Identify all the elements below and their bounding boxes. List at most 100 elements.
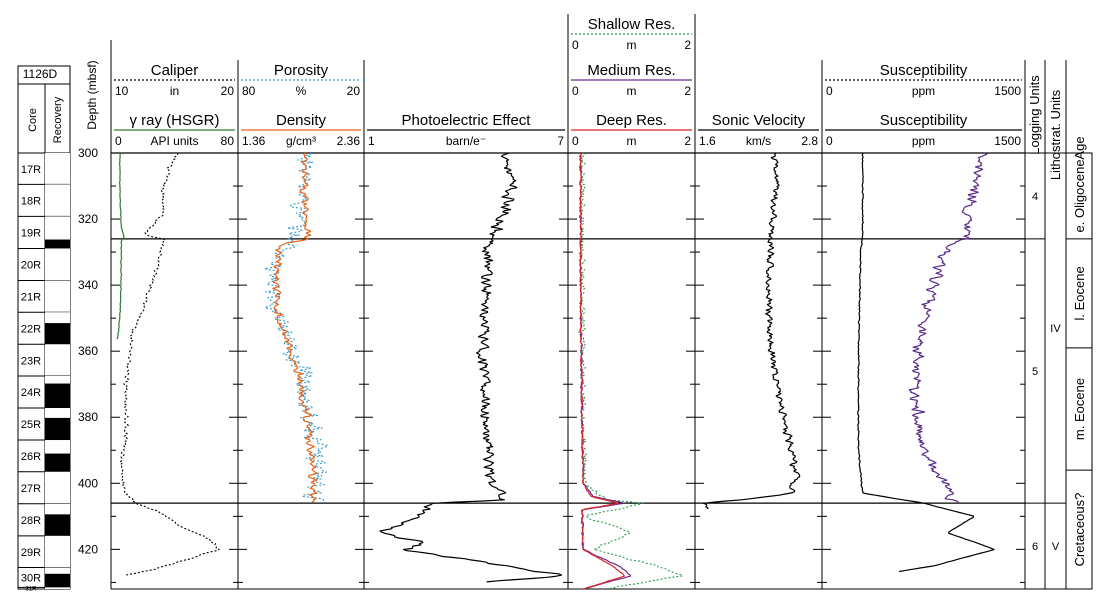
core-gap xyxy=(45,514,70,536)
core-label: 28R xyxy=(21,515,41,527)
curve-sus-9 xyxy=(857,152,995,573)
track-scale-max: 1500 xyxy=(994,134,1021,148)
depth-tick-label: 360 xyxy=(78,344,98,358)
track-header-name: Porosity xyxy=(274,62,329,79)
core-gap xyxy=(45,323,70,345)
age-name: Cretaceous? xyxy=(1072,493,1087,567)
track-header-name: Susceptibility xyxy=(880,62,968,79)
logging-units-label: Logging Units xyxy=(1027,75,1042,155)
core-label: 22R xyxy=(21,323,41,335)
core-label: 18R xyxy=(21,196,41,208)
hole-id: 1126D xyxy=(23,67,58,81)
lith-unit-name: IV xyxy=(1050,323,1061,335)
core-recovered xyxy=(45,248,70,281)
track-scale-unit: % xyxy=(296,84,307,98)
curve-gr-1 xyxy=(119,152,220,576)
depth-tick-label: 420 xyxy=(78,542,98,556)
track-scale-max: 7 xyxy=(557,134,564,148)
core-gap xyxy=(45,383,70,408)
track-header-name: γ ray (HSGR) xyxy=(130,112,220,129)
track-scale-min: 1.36 xyxy=(242,134,266,148)
core-label: 24R xyxy=(21,387,41,399)
recovery-column-label: Recovery xyxy=(52,96,64,143)
curve-pef-4 xyxy=(379,152,563,583)
track-scale-min: 0 xyxy=(826,134,833,148)
curve-den-2 xyxy=(263,153,329,503)
lith-unit-name: V xyxy=(1052,541,1060,553)
core-label: 17R xyxy=(21,164,41,176)
core-label: 31R xyxy=(25,586,37,592)
core-recovered xyxy=(45,503,70,515)
core-recovered xyxy=(45,344,70,376)
curve-sv-8 xyxy=(702,152,801,510)
core-recovered xyxy=(45,184,70,217)
core-gap xyxy=(45,453,70,472)
core-gap xyxy=(45,239,70,249)
track-scale-min: 0 xyxy=(572,38,579,52)
track-scale-unit: barn/e⁻ xyxy=(446,134,486,148)
track-scale-max: 20 xyxy=(221,84,235,98)
track-scale-unit: g/cm³ xyxy=(286,134,316,148)
curve-sus-10 xyxy=(908,152,988,503)
core-label: 20R xyxy=(21,260,41,272)
track-scale-max: 2.36 xyxy=(337,134,361,148)
age-name: l. Eocene xyxy=(1072,266,1087,320)
track-scale-min: 0 xyxy=(826,84,833,98)
track-header-name: Sonic Velocity xyxy=(712,112,806,129)
curve-gr-0 xyxy=(116,152,125,340)
core-label: 27R xyxy=(21,483,41,495)
track-header-name: Susceptibility xyxy=(880,112,968,129)
track-scale-min: 0 xyxy=(572,84,579,98)
track-scale-unit: m xyxy=(627,38,637,52)
curve-den-3 xyxy=(272,152,318,503)
track-scale-max: 2 xyxy=(684,38,691,52)
track-scale-unit: m xyxy=(627,134,637,148)
core-recovered xyxy=(45,312,70,324)
core-label: 30R xyxy=(21,573,41,585)
age-label: Age xyxy=(1072,136,1087,159)
track-scale-unit: m xyxy=(627,84,637,98)
track-scale-max: 2 xyxy=(684,134,691,148)
depth-axis-label: Depth (mbsf) xyxy=(85,60,99,129)
logging-unit-name: 5 xyxy=(1032,366,1038,378)
lith-units-label: Lithostrat. Units xyxy=(1048,89,1063,180)
track-scale-unit: in xyxy=(170,84,179,98)
core-label: 21R xyxy=(21,292,41,304)
core-label: 29R xyxy=(21,547,41,559)
core-recovered xyxy=(45,216,70,240)
depth-tick-label: 320 xyxy=(78,212,98,226)
track-scale-max: 1500 xyxy=(994,84,1021,98)
logging-unit-name: 4 xyxy=(1032,191,1038,203)
track-header-name: Medium Res. xyxy=(587,62,675,79)
track-scale-max: 2.8 xyxy=(801,134,818,148)
core-label: 25R xyxy=(21,419,41,431)
core-recovered xyxy=(45,587,70,589)
track-scale-unit: km/s xyxy=(746,134,771,148)
unit-column xyxy=(1065,152,1093,590)
core-gap xyxy=(45,573,70,588)
core-recovered xyxy=(45,280,70,313)
core-label: 19R xyxy=(21,228,41,240)
track-scale-min: 1.6 xyxy=(699,134,716,148)
track-scale-min: 10 xyxy=(115,84,129,98)
core-recovered xyxy=(45,153,70,185)
track-scale-max: 80 xyxy=(221,134,235,148)
depth-tick-label: 300 xyxy=(78,146,98,160)
core-recovered xyxy=(45,471,70,504)
core-recovered xyxy=(45,375,70,384)
track-header-name: Density xyxy=(276,112,327,129)
core-column xyxy=(17,83,46,590)
core-label: 26R xyxy=(21,451,41,463)
core-recovered xyxy=(45,440,70,454)
track-scale-min: 0 xyxy=(572,134,579,148)
track-scale-unit: ppm xyxy=(912,134,935,148)
age-name: e. Oligocene xyxy=(1072,159,1087,232)
core-label: 23R xyxy=(21,355,41,367)
unit-column xyxy=(1044,152,1067,590)
core-recovered xyxy=(45,567,70,574)
core-gap xyxy=(45,417,70,441)
curve-res-5 xyxy=(578,152,684,590)
track-scale-unit: ppm xyxy=(912,84,935,98)
